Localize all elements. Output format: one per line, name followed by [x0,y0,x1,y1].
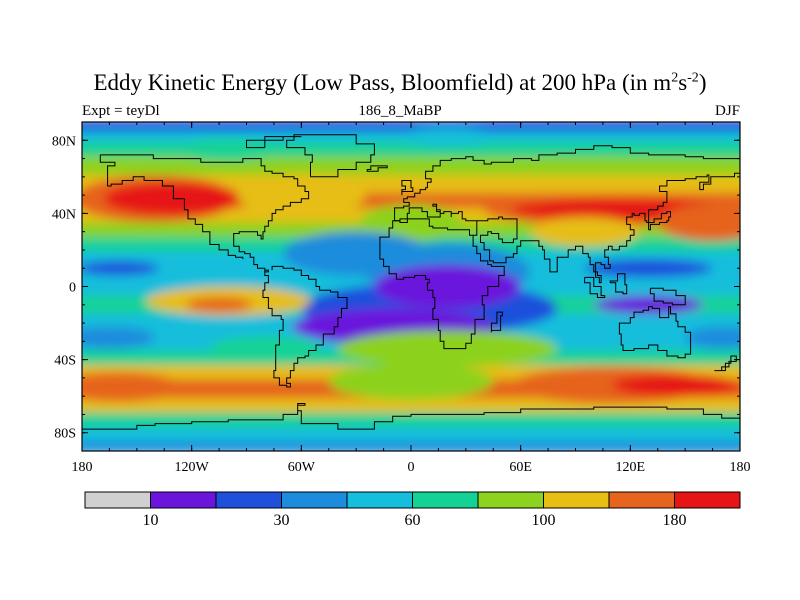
coastline [399,203,478,236]
field-blob [237,173,366,218]
coastline [401,180,414,196]
coastline [649,287,686,306]
coastline [246,136,302,149]
colorbar-swatch [150,491,217,509]
coastline [609,273,628,295]
y-tick-label: 0 [69,281,76,296]
season-label: DJF [714,103,740,119]
field-blob [359,204,463,241]
coastlines [82,134,740,430]
coastline [648,211,671,231]
y-tick-label: 80N [52,134,76,149]
colorbar-swatch [215,491,282,509]
x-tick-label: 60W [288,460,316,475]
colorbar-label: 30 [274,512,290,529]
colorbar-label: 60 [405,512,421,529]
coastline [476,167,740,284]
colorbar-label: 180 [663,512,687,529]
field-band [82,412,740,432]
coastline [394,145,740,222]
experiment-label: Expt = teyDl [82,103,160,119]
field-blob [186,297,252,313]
colorbar-swatch [281,491,348,509]
field-blob [529,217,640,247]
coastline [100,154,348,388]
field-blob [612,374,740,397]
y-tick-label: 40S [54,354,76,369]
field-band [82,427,740,446]
coastline [490,311,503,333]
chart-title: Eddy Kinetic Energy (Low Pass, Bloomfiel… [93,70,707,95]
field-blob [82,372,183,402]
field-blob [82,326,156,349]
x-tick-label: 120E [616,460,646,475]
field-blob [209,335,320,362]
colorbar-label: 10 [143,512,159,529]
colorbar-swatch [412,491,479,509]
field-blob [173,138,284,161]
colorbar-swatch [674,491,741,509]
x-tick-label: 60E [509,460,532,475]
coastline [584,276,606,298]
colorbar-label: 100 [532,512,556,529]
x-tick-label: 180 [72,460,93,475]
colorbar-swatch [608,491,675,509]
coastline [714,355,737,372]
contour-field [82,122,740,451]
colorbar-swatch [84,491,151,509]
field-blob [685,326,740,349]
field-band [82,397,740,417]
x-tick-label: 120W [175,460,210,475]
field-blob [657,204,740,241]
coastline [366,165,388,172]
x-tick-label: 0 [408,460,415,475]
colorbar-swatch [346,491,413,509]
field-band [82,156,740,179]
field-blob [593,295,704,314]
field-blob [328,363,494,400]
colorbar-swatch [477,491,544,509]
field-blob [374,264,521,309]
colorbar: 10 30 60 100 180 [84,491,741,529]
coastline [183,198,244,260]
x-tick-label: 180 [730,460,751,475]
coastline [286,134,375,178]
coastline [618,306,692,359]
field-blob [584,259,713,278]
coastline [82,403,740,430]
contour-fill-group [82,122,740,451]
field-blob [396,127,499,146]
field-blob [82,260,159,276]
y-tick-label: 40N [52,207,76,222]
colorbar-swatch [543,491,610,509]
y-tick-label: 80S [54,427,76,442]
run-label: 186_8_MaBP [358,103,442,119]
coastline [379,218,505,350]
coastline [99,154,185,200]
